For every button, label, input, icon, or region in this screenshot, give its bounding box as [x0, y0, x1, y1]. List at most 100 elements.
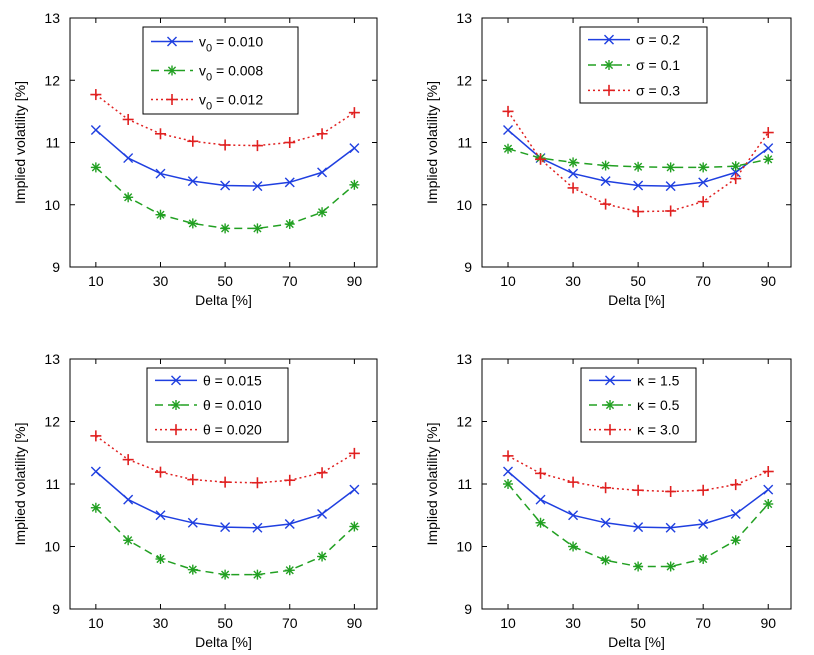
data-point — [568, 168, 579, 179]
x-tick-label: 10 — [88, 615, 104, 631]
data-point — [503, 466, 514, 477]
x-tick-label: 30 — [565, 273, 581, 289]
data-point — [187, 517, 198, 528]
legend-marker — [171, 375, 181, 386]
data-point — [220, 522, 231, 533]
data-point — [764, 499, 773, 509]
data-point — [285, 566, 294, 575]
data-point — [350, 180, 359, 189]
x-tick-label: 90 — [347, 273, 363, 289]
legend: σ = 0.2 σ = 0.1 σ = 0.3 — [579, 26, 708, 104]
data-point — [123, 153, 134, 164]
x-tick-label: 30 — [565, 615, 581, 631]
series-1 — [90, 125, 360, 192]
series-2 — [503, 479, 774, 572]
legend-marker — [604, 34, 614, 45]
x-axis-label: Delta [%] — [608, 634, 665, 650]
y-tick-label: 13 — [44, 351, 60, 367]
legend-label: σ = 0.2 — [636, 32, 680, 48]
data-point — [698, 519, 709, 529]
data-point — [730, 509, 741, 519]
series-1 — [503, 466, 774, 533]
x-axis-label: Delta [%] — [195, 634, 252, 650]
y-tick-label: 12 — [44, 414, 60, 430]
data-point — [90, 466, 101, 477]
series-3 — [90, 430, 360, 489]
y-tick-label: 12 — [456, 72, 472, 88]
data-point — [221, 224, 230, 233]
legend-marker — [167, 36, 177, 47]
data-point — [350, 522, 359, 531]
data-point — [666, 163, 675, 172]
x-tick-label: 50 — [630, 273, 646, 289]
data-point — [91, 163, 100, 172]
data-point — [763, 143, 774, 154]
legend: κ = 1.5 κ = 0.5 κ = 3.0 — [580, 367, 697, 443]
legend-marker — [604, 60, 614, 70]
data-point — [568, 158, 578, 167]
data-point — [665, 181, 676, 192]
data-point — [763, 484, 774, 495]
legend-marker — [171, 400, 181, 410]
data-point — [568, 542, 578, 551]
data-point — [124, 536, 133, 545]
data-point — [600, 517, 611, 528]
y-tick-label: 10 — [456, 197, 472, 213]
x-tick-label: 70 — [695, 615, 711, 631]
data-point — [634, 162, 643, 171]
x-tick-label: 10 — [88, 273, 104, 289]
series-2 — [90, 502, 360, 580]
data-point — [156, 210, 165, 219]
data-point — [123, 494, 134, 505]
series-3 — [90, 89, 360, 152]
legend-label: v0 = 0.010 — [199, 34, 263, 55]
data-point — [699, 554, 708, 564]
data-point — [503, 144, 513, 153]
legend-marker — [605, 375, 615, 386]
data-point — [600, 176, 611, 187]
legend-label: θ = 0.020 — [203, 422, 262, 438]
data-point — [253, 570, 262, 579]
chart-panel-3: 10 30 50 70 90 9 10 11 12 13 Delta [%] Implied vola… — [12, 351, 378, 650]
y-tick-label: 9 — [52, 601, 60, 617]
data-point — [155, 510, 166, 521]
series-2 — [90, 162, 360, 234]
data-point — [665, 522, 676, 533]
data-point — [731, 536, 740, 545]
x-tick-label: 30 — [153, 273, 169, 289]
chart-panel-1: 10 30 50 70 90 9 10 11 12 13 Delta [%] Implied vola… — [12, 10, 378, 308]
legend-label: v0 = 0.008 — [199, 63, 263, 84]
data-point — [188, 565, 197, 574]
data-point — [503, 479, 513, 489]
data-point — [252, 522, 263, 533]
data-point — [90, 125, 101, 136]
data-point — [187, 176, 198, 187]
data-point — [536, 518, 545, 527]
data-point — [503, 125, 514, 136]
y-tick-label: 13 — [456, 351, 472, 367]
y-tick-label: 10 — [44, 197, 60, 213]
data-point — [91, 503, 100, 512]
x-tick-label: 70 — [695, 273, 711, 289]
x-tick-label: 90 — [347, 615, 363, 631]
legend-label: σ = 0.1 — [636, 57, 680, 73]
y-tick-label: 9 — [464, 259, 472, 275]
data-point — [601, 556, 610, 565]
data-point — [698, 177, 709, 188]
legend-marker — [605, 400, 615, 410]
y-tick-label: 9 — [52, 259, 60, 275]
y-tick-label: 9 — [464, 601, 472, 617]
data-point — [764, 155, 773, 164]
x-tick-label: 50 — [217, 615, 233, 631]
data-point — [601, 161, 610, 170]
legend-label: κ = 0.5 — [637, 397, 680, 413]
y-axis-label: Implied volatility [%] — [12, 81, 28, 204]
y-tick-label: 11 — [45, 135, 60, 151]
data-point — [284, 519, 295, 529]
y-tick-label: 10 — [456, 539, 472, 555]
data-point — [699, 163, 708, 172]
series-3 — [502, 105, 774, 218]
x-tick-label: 30 — [153, 615, 169, 631]
legend-label: κ = 1.5 — [637, 372, 680, 388]
data-point — [317, 167, 328, 178]
